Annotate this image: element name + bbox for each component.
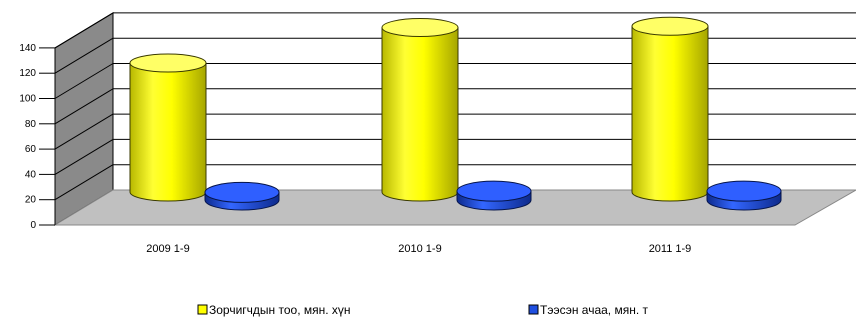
bar-top	[129, 53, 207, 73]
bar-passengers-2	[631, 16, 709, 202]
y-tick-label: 140	[19, 43, 36, 54]
bar-cargo-1	[456, 180, 532, 211]
bar-top	[456, 180, 532, 202]
legend-item-0: Зорчигчдын тоо, мян. хүн	[197, 303, 351, 317]
bar-top	[631, 16, 709, 36]
bar-body	[631, 25, 709, 202]
x-axis: 2009 1-9 2010 1-9 2011 1-9	[146, 243, 691, 255]
gridline-side	[54, 37, 114, 74]
legend-item-1: Тээсэн ачаа, мян. т	[528, 303, 649, 317]
bar-cargo-0	[204, 181, 280, 211]
y-tick-label: 120	[19, 68, 36, 79]
legend: Зорчигчдын тоо, мян. хүн Тээсэн ачаа, мян…	[197, 303, 649, 317]
y-tick-label: 40	[25, 169, 37, 180]
gridline-side	[54, 88, 114, 125]
bar-body	[381, 27, 459, 202]
legend-label: Тээсэн ачаа, мян. т	[540, 303, 649, 317]
gridline-side	[54, 164, 114, 201]
x-category-label: 2010 1-9	[398, 243, 441, 255]
gridline-side	[54, 113, 114, 150]
x-category-label: 2009 1-9	[146, 243, 189, 255]
bar-top	[204, 181, 280, 203]
legend-swatch	[528, 304, 539, 315]
x-category-label: 2011 1-9	[649, 243, 692, 255]
y-tick-label: 80	[25, 119, 37, 130]
y-tick-label: 60	[25, 144, 37, 155]
gridline-side	[54, 12, 114, 49]
y-axis: 0 20 40 60 80 100 120 140	[19, 43, 56, 231]
bar-passengers-1	[381, 18, 459, 202]
gridline-side	[54, 138, 114, 175]
y-tick-label: 20	[25, 195, 37, 206]
bar-top	[381, 18, 459, 38]
bar-cargo-2	[706, 180, 782, 211]
bar-passengers-0	[129, 53, 207, 202]
bar-body	[129, 62, 207, 202]
legend-swatch	[197, 304, 208, 315]
bars	[129, 16, 782, 211]
y-tick-label: 100	[19, 94, 36, 105]
y-tick-label: 0	[30, 220, 36, 231]
gridline-side	[54, 63, 114, 99]
bar-top	[706, 180, 782, 202]
legend-label: Зорчигчдын тоо, мян. хүн	[209, 303, 351, 317]
